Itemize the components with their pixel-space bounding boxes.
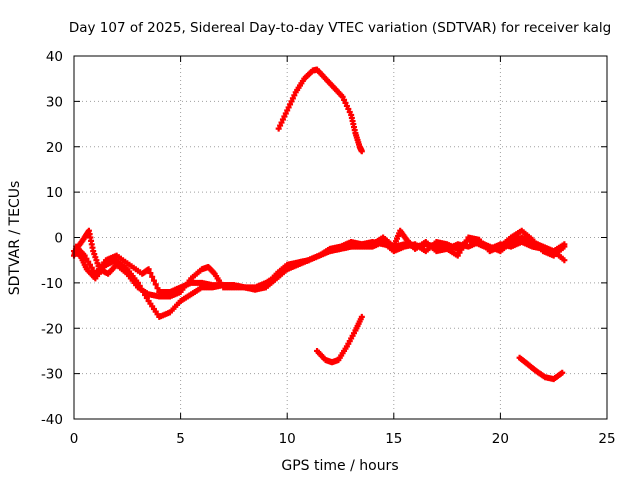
x-tick-label: 10 — [279, 431, 296, 447]
data-point — [358, 313, 365, 320]
x-tick-label: 25 — [598, 431, 615, 447]
data-point — [152, 281, 159, 288]
x-tick-label: 0 — [70, 431, 79, 447]
series-main-band-b — [71, 227, 568, 300]
data-point — [154, 285, 161, 292]
y-tick-label: -10 — [41, 276, 63, 292]
data-point — [147, 270, 154, 277]
y-tick-label: 10 — [46, 185, 63, 201]
series-lower-arc-mid — [314, 313, 365, 366]
y-tick-label: 40 — [46, 49, 63, 65]
grid — [74, 56, 607, 419]
x-tick-label: 20 — [492, 431, 509, 447]
plot-series — [71, 66, 568, 383]
y-tick-label: 30 — [46, 94, 63, 110]
y-tick-label: 0 — [54, 231, 63, 247]
series-main-band-c — [73, 236, 568, 295]
y-tick-label: -30 — [41, 367, 63, 383]
axis-ticks: 0 5 10 15 20 25 -40 -30 -20 -10 0 10 20 30 40 — [41, 49, 616, 447]
data-point — [561, 241, 568, 248]
data-point — [145, 266, 152, 273]
y-tick-label: 20 — [46, 140, 63, 156]
y-tick-label: -20 — [41, 321, 63, 337]
x-axis-label: GPS time / hours — [281, 458, 398, 474]
data-point — [561, 257, 568, 264]
data-point — [559, 369, 566, 376]
y-tick-label: -40 — [41, 412, 63, 428]
chart-title: Day 107 of 2025, Sidereal Day-to-day VTE… — [69, 20, 611, 36]
data-point — [150, 277, 157, 284]
series-upper-arc — [275, 66, 365, 155]
series-lower-arc-late — [516, 354, 566, 383]
x-tick-label: 15 — [385, 431, 402, 447]
x-tick-label: 5 — [176, 431, 185, 447]
data-point — [358, 148, 365, 155]
data-point — [149, 273, 156, 280]
y-axis-label: SDTVAR / TECUs — [7, 181, 23, 296]
